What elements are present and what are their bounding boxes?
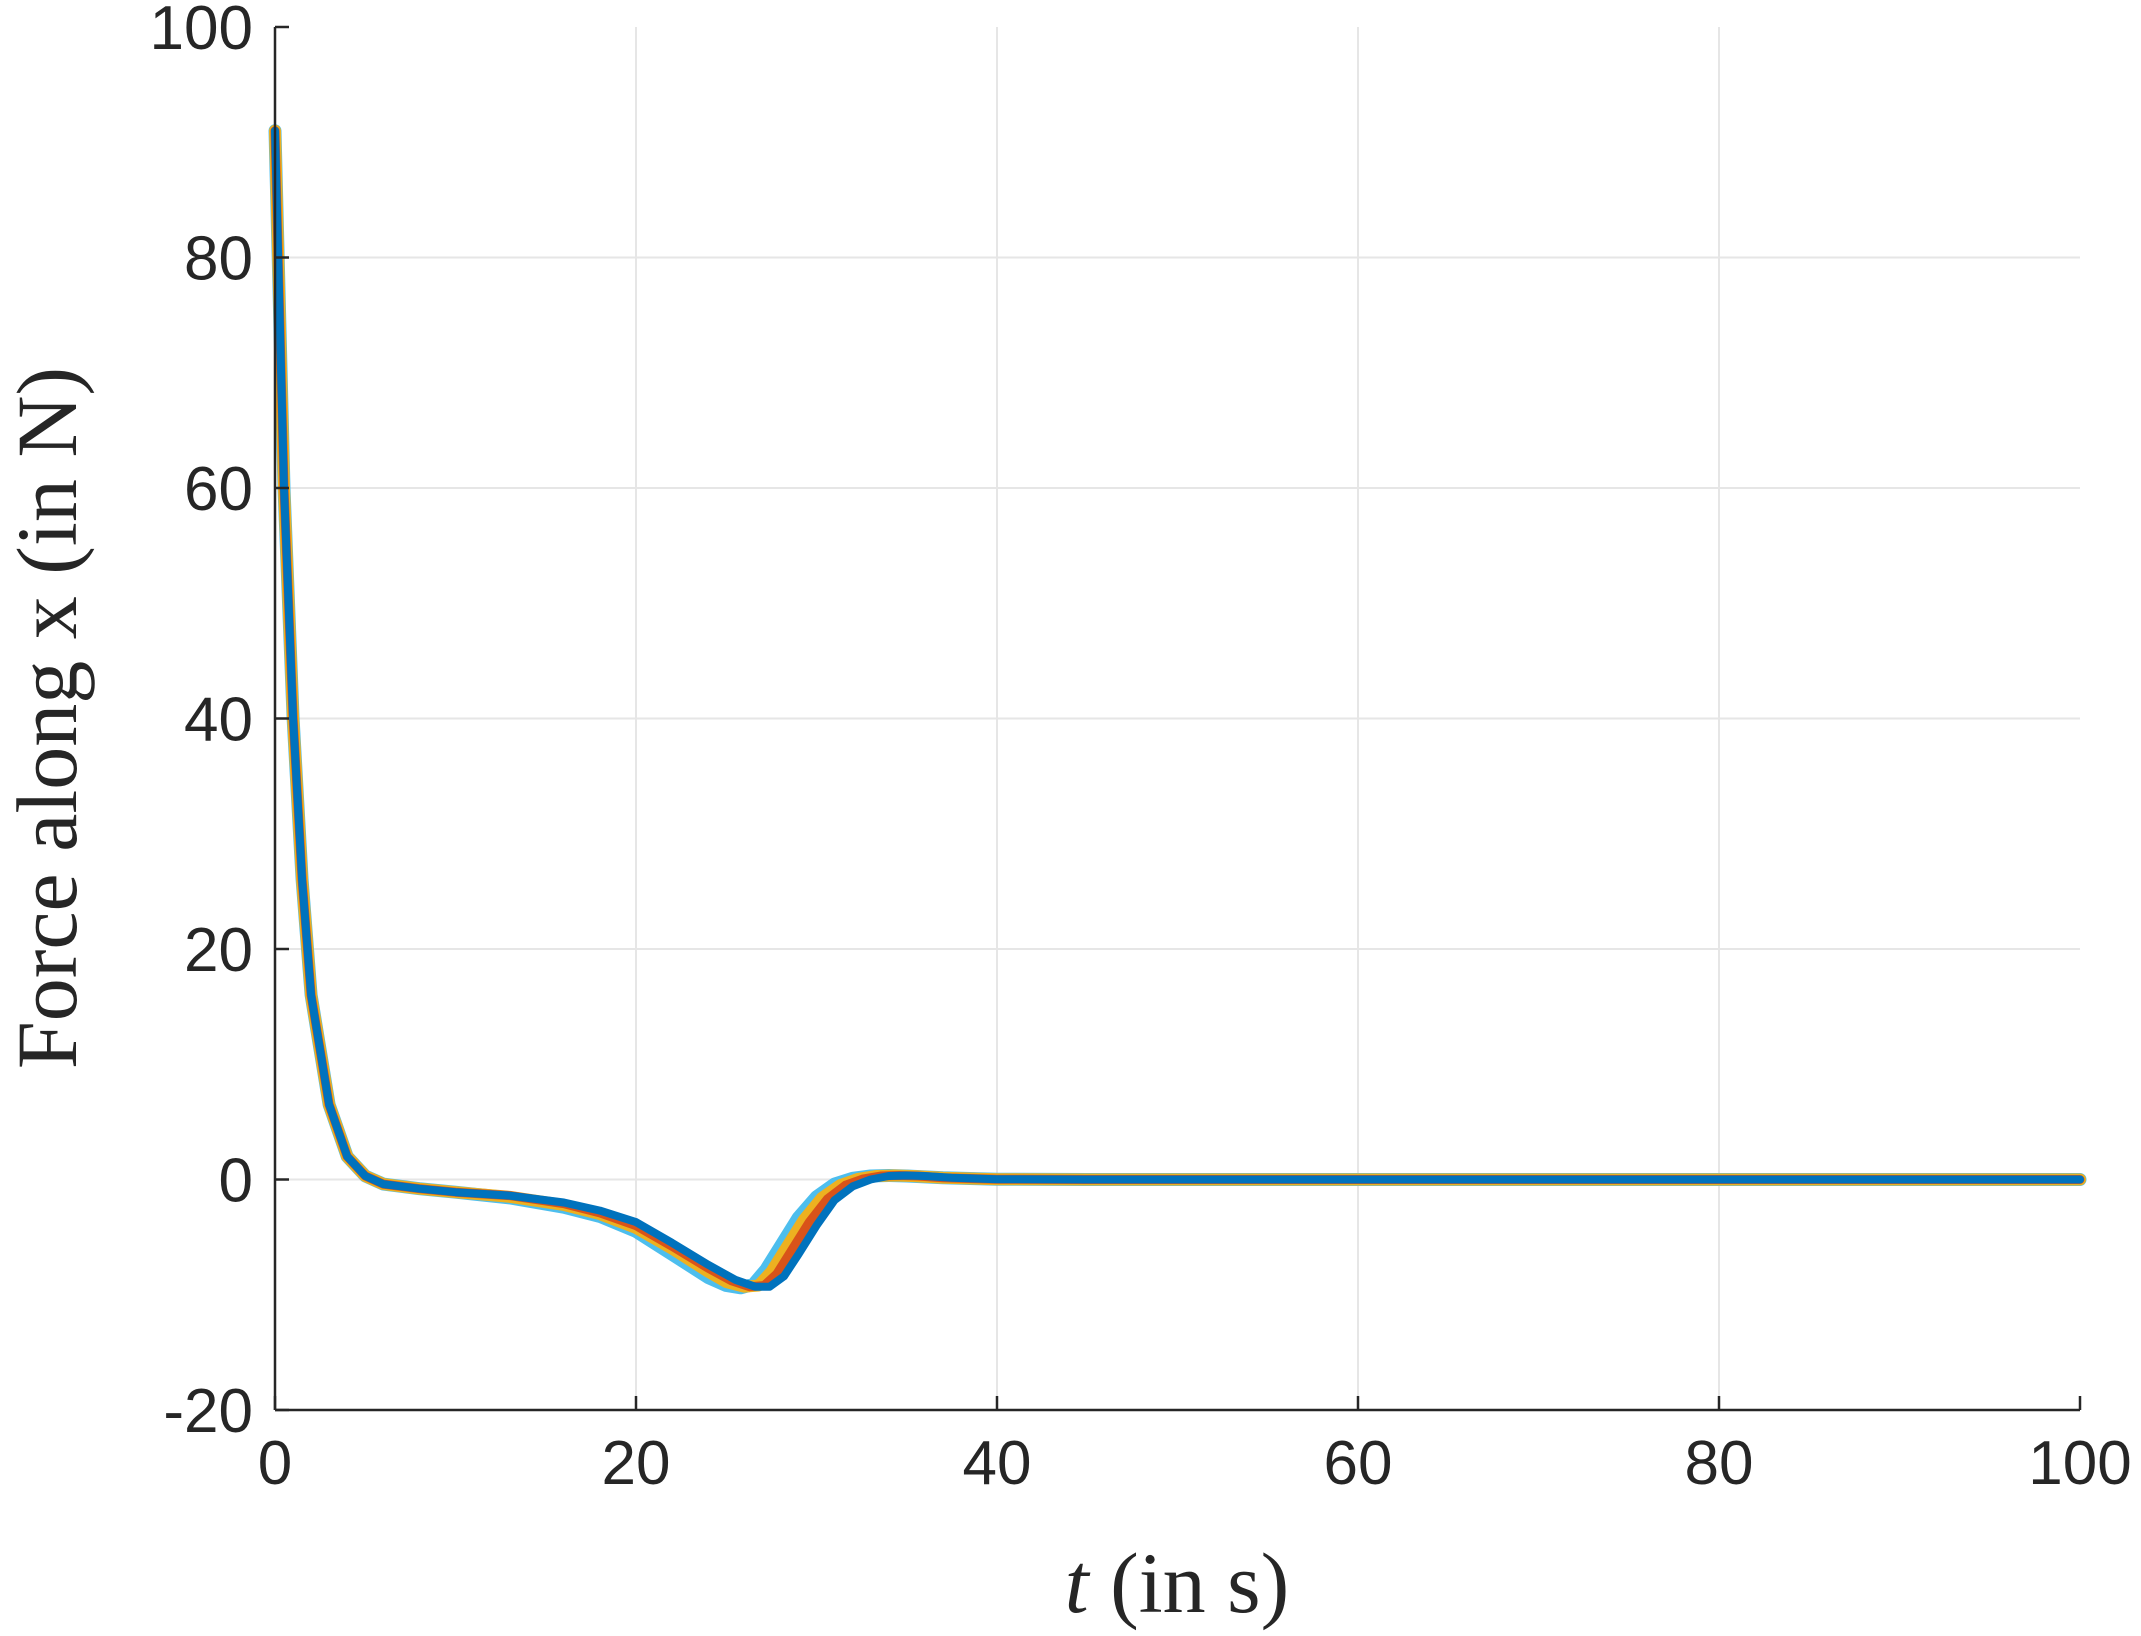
axes bbox=[273, 25, 2082, 1412]
x-tick-label: 60 bbox=[1324, 1429, 1393, 1498]
y-tick-label: 40 bbox=[184, 686, 253, 755]
x-axis-label-variable: t bbox=[1065, 1535, 1091, 1631]
x-tick-label: 20 bbox=[602, 1429, 671, 1498]
x-tick-label: 0 bbox=[258, 1429, 292, 1498]
series-line-4 bbox=[271, 126, 2084, 1291]
x-tick-label: 40 bbox=[963, 1429, 1032, 1498]
y-tick-label: 0 bbox=[219, 1147, 253, 1216]
x-axis-label: t (in s) bbox=[1065, 1535, 1290, 1631]
y-tick-label: 80 bbox=[184, 225, 253, 294]
series-layer bbox=[268, 124, 2087, 1295]
y-axis-label: Force along x (in N) bbox=[0, 367, 95, 1069]
y-tick-label: -20 bbox=[163, 1377, 253, 1446]
x-tick-label: 100 bbox=[2028, 1429, 2131, 1498]
y-tick-label: 100 bbox=[150, 0, 253, 63]
x-axis-label-unit: (in s) bbox=[1089, 1535, 1290, 1631]
y-tick-label: 20 bbox=[184, 916, 253, 985]
x-tick-label: 80 bbox=[1685, 1429, 1754, 1498]
y-tick-label: 60 bbox=[184, 455, 253, 524]
